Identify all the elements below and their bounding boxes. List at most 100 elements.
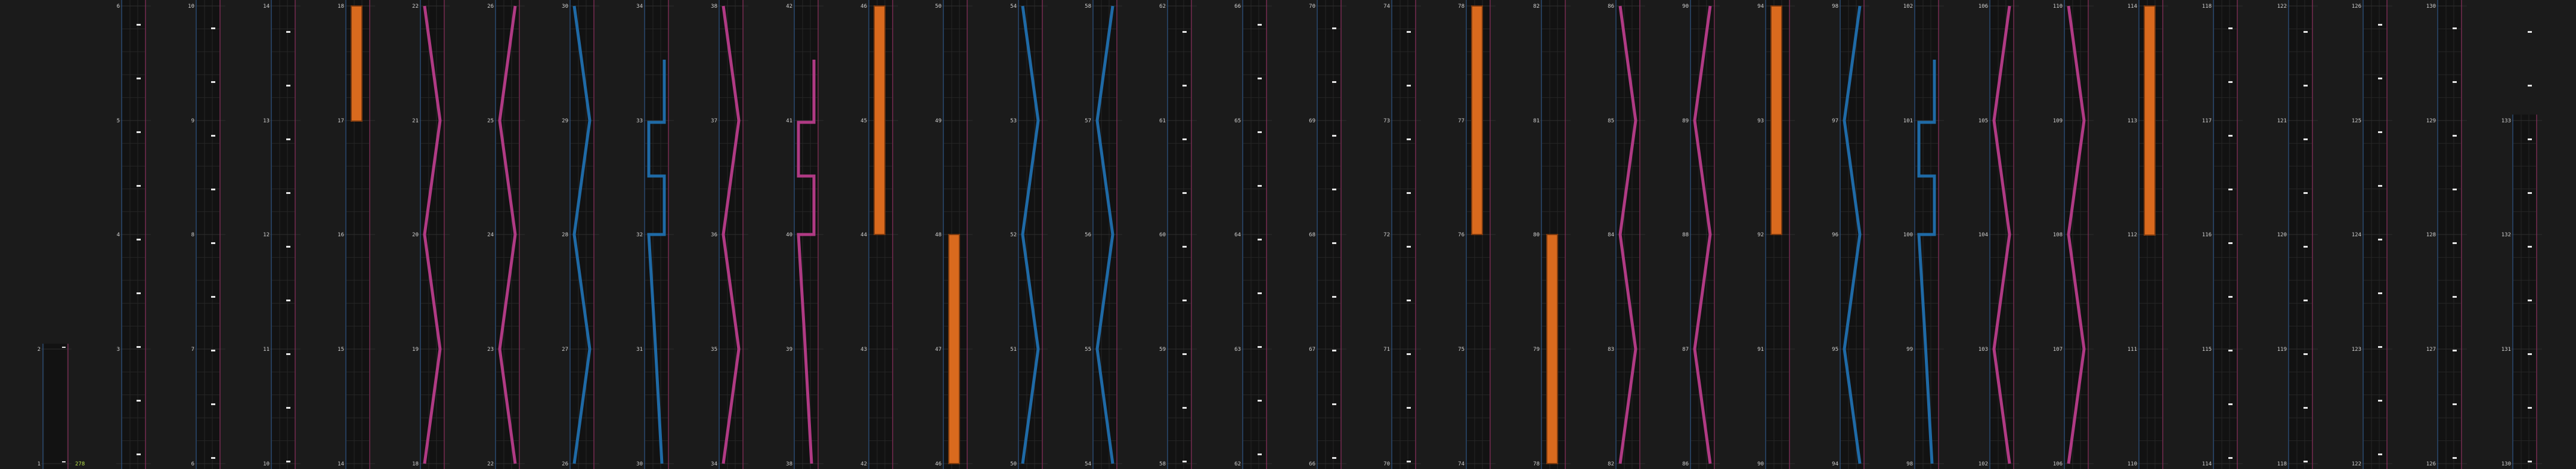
event-marker xyxy=(2378,292,2382,294)
event-marker xyxy=(2303,300,2308,301)
event-marker xyxy=(286,407,290,409)
lane-tick-label: 87 xyxy=(1682,347,1689,353)
event-marker xyxy=(211,403,215,405)
lane-tick-label: 36 xyxy=(711,232,717,238)
event-marker xyxy=(1332,189,1336,190)
event-marker xyxy=(1332,135,1336,137)
lane-tick-label: 76 xyxy=(1458,232,1465,238)
event-marker xyxy=(1407,138,1411,140)
lane-tick-label: 82 xyxy=(1608,461,1614,467)
event-marker xyxy=(2228,350,2233,351)
orange-bar xyxy=(1546,234,1558,464)
pink-waveform xyxy=(2067,5,2086,464)
lane-tick-label: 66 xyxy=(1309,461,1315,467)
lane-tick-label: 133 xyxy=(2501,118,2511,124)
event-marker xyxy=(1407,31,1411,33)
lane-tick-label: 51 xyxy=(1010,347,1017,353)
lane-tick-label: 10 xyxy=(263,461,270,467)
lane-tick-label: 131 xyxy=(2501,347,2511,353)
lane-tick-label: 103 xyxy=(1979,347,1988,353)
event-marker xyxy=(2228,81,2233,83)
lane-tick-label: 26 xyxy=(487,4,494,10)
event-marker xyxy=(1182,192,1187,194)
lane-tick-label: 92 xyxy=(1757,232,1764,238)
lane-tick-label: 30 xyxy=(562,4,568,10)
event-marker xyxy=(137,131,141,133)
lane-tick-label: 91 xyxy=(1757,347,1764,353)
lane-tick-label: 114 xyxy=(2128,4,2137,10)
event-marker xyxy=(211,135,215,137)
lane-tick-label: 120 xyxy=(2277,232,2287,238)
square-waveform xyxy=(797,60,816,464)
lane-tick-label: 75 xyxy=(1458,347,1465,353)
lane-tick-label: 130 xyxy=(2426,4,2436,10)
event-marker xyxy=(1182,461,1187,462)
event-marker xyxy=(1332,350,1336,351)
blue-waveform xyxy=(572,5,592,464)
lane-tick-label: 48 xyxy=(935,232,942,238)
event-marker xyxy=(1332,27,1336,29)
lane-tick-label: 23 xyxy=(487,347,494,353)
lane-tick-label: 109 xyxy=(2053,118,2063,124)
event-marker xyxy=(2228,135,2233,137)
square-waveform xyxy=(1917,60,1936,464)
event-marker xyxy=(2228,189,2233,190)
lane-tick-label: 3 xyxy=(117,347,120,353)
lane-tick-label: 94 xyxy=(1832,461,1838,467)
event-marker xyxy=(1407,246,1411,248)
pink-waveform xyxy=(423,5,442,464)
lane-tick-label: 110 xyxy=(2128,461,2137,467)
lane-tick-label: 102 xyxy=(1903,4,1913,10)
lane-tick-label: 66 xyxy=(1234,4,1241,10)
lane-tick-label: 68 xyxy=(1309,232,1315,238)
lane-tick-label: 74 xyxy=(1383,4,1390,10)
lane-tick-label: 63 xyxy=(1234,347,1241,353)
event-marker xyxy=(211,189,215,190)
lane-tick-label: 57 xyxy=(1085,118,1091,124)
lane-tick-label: 11 xyxy=(263,347,270,353)
blue-waveform xyxy=(1095,5,1114,464)
event-marker xyxy=(2303,353,2308,355)
lane-tick-label: 123 xyxy=(2352,347,2361,353)
event-marker xyxy=(2528,300,2532,301)
orange-bar xyxy=(874,5,886,235)
lane-tick-label: 24 xyxy=(487,232,494,238)
lane-tick-label: 13 xyxy=(263,118,270,124)
lane-tick-label: 78 xyxy=(1458,4,1465,10)
event-marker xyxy=(1258,185,1262,187)
lane-tick-label: 89 xyxy=(1682,118,1689,124)
lane-tick-label: 86 xyxy=(1682,461,1689,467)
event-marker xyxy=(2228,457,2233,459)
event-marker xyxy=(2453,27,2457,29)
event-marker xyxy=(2228,403,2233,405)
event-marker xyxy=(2528,246,2532,248)
event-marker xyxy=(211,81,215,83)
event-marker xyxy=(1258,453,1262,455)
lane-tick-label: 64 xyxy=(1234,232,1241,238)
lane-tick-label: 129 xyxy=(2426,118,2436,124)
event-marker xyxy=(1332,457,1336,459)
orange-bar xyxy=(948,234,960,464)
lane-tick-label: 130 xyxy=(2501,461,2511,467)
lane-tick-label: 79 xyxy=(1533,347,1540,353)
event-marker xyxy=(2528,192,2532,194)
lane-tick-label: 21 xyxy=(412,118,419,124)
lane-tick-label: 62 xyxy=(1234,461,1241,467)
lane-tick-label: 55 xyxy=(1085,347,1091,353)
lane-tick-label: 126 xyxy=(2352,4,2361,10)
event-marker xyxy=(2453,296,2457,298)
event-marker xyxy=(2303,246,2308,248)
lane-tick-label: 20 xyxy=(412,232,419,238)
event-marker xyxy=(137,453,141,455)
lane-tick-label: 111 xyxy=(2128,347,2137,353)
event-marker xyxy=(286,138,290,140)
lane-tick-label: 4 xyxy=(117,232,120,238)
lane-tick-label: 82 xyxy=(1533,4,1540,10)
lane-tick-label: 73 xyxy=(1383,118,1390,124)
event-marker xyxy=(286,300,290,301)
event-marker xyxy=(211,350,215,351)
lane-tick-label: 107 xyxy=(2053,347,2063,353)
event-marker xyxy=(2528,138,2532,140)
